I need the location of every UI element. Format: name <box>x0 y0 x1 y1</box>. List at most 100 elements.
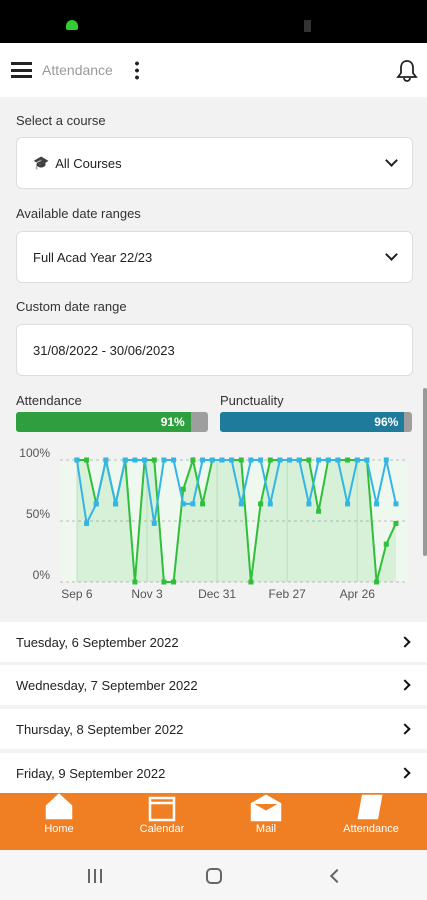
point <box>248 579 254 585</box>
point <box>190 501 196 507</box>
day-label: Tuesday, 6 September 2022 <box>16 634 179 650</box>
point <box>393 501 399 507</box>
point <box>142 457 148 463</box>
point <box>354 457 360 463</box>
day-label: Thursday, 8 September 2022 <box>16 721 184 737</box>
point <box>132 579 138 585</box>
nav-label: Calendar <box>139 823 185 835</box>
filter-value: Full Acad Year 22/23 <box>33 249 153 265</box>
point <box>132 457 138 463</box>
icon-shape <box>45 793 73 820</box>
point <box>93 501 99 507</box>
nav-label: Attendance <box>343 823 399 835</box>
nav-item[interactable]: Home <box>6 778 112 850</box>
filter-value: All Courses <box>55 155 122 171</box>
point <box>200 457 206 463</box>
day-row[interactable]: Friday, 9 September 2022 <box>0 753 427 793</box>
point <box>209 457 215 463</box>
point <box>345 457 351 463</box>
filter-box[interactable]: Full Acad Year 22/23 <box>16 231 413 283</box>
point <box>335 457 341 463</box>
point <box>325 457 331 463</box>
point <box>161 579 167 585</box>
app-title: Attendance <box>42 62 113 78</box>
point <box>393 520 399 526</box>
summary-value: 96% <box>374 415 399 429</box>
nav-icon <box>45 793 73 820</box>
day-row[interactable]: Wednesday, 7 September 2022 <box>0 665 427 705</box>
filter-value: 31/08/2022 - 30/06/2023 <box>33 342 175 358</box>
menu-button[interactable] <box>11 62 32 78</box>
battery <box>304 20 311 32</box>
point <box>374 501 380 507</box>
summary-label: Attendance <box>16 393 82 408</box>
line <box>76 456 397 583</box>
point <box>258 501 264 507</box>
more-button[interactable] <box>135 60 139 80</box>
summary-label: Punctuality <box>220 393 284 408</box>
point <box>161 457 167 463</box>
row-arrow <box>399 636 411 648</box>
point <box>180 501 186 507</box>
point <box>248 457 254 463</box>
nav-item[interactable]: Calendar <box>109 778 215 850</box>
attendance-chart: 0% 50% 100% Sep 6 Nov 3 Dec 31 Feb 27 Apr 26 <box>19 446 408 601</box>
point <box>267 457 273 463</box>
filter-box[interactable]: 🎓 All Courses <box>16 137 413 189</box>
nav-item[interactable]: Attendance <box>318 778 424 850</box>
icon-shape <box>357 794 383 820</box>
point <box>364 457 370 463</box>
x-tick-label: Apr 26 <box>340 587 376 601</box>
point <box>383 457 389 463</box>
point <box>113 501 119 507</box>
point <box>296 457 302 463</box>
recents[interactable] <box>88 869 102 883</box>
day-label: Wednesday, 7 September 2022 <box>16 677 198 693</box>
point <box>74 457 80 463</box>
day-row[interactable]: Thursday, 8 September 2022 <box>0 709 427 749</box>
point <box>122 457 128 463</box>
row-arrow <box>399 723 411 735</box>
x-tick-label: Dec 31 <box>198 587 236 601</box>
point <box>316 457 322 463</box>
point <box>306 501 312 507</box>
point <box>238 457 244 463</box>
icon-shape <box>148 796 176 822</box>
back[interactable] <box>329 868 345 884</box>
filter-box[interactable]: 31/08/2022 - 30/06/2023 <box>16 324 413 376</box>
point <box>219 457 225 463</box>
point <box>229 457 235 463</box>
nav-item[interactable]: Mail <box>213 778 319 850</box>
point <box>306 457 312 463</box>
row-arrow <box>399 679 411 691</box>
y-tick-label: 0% <box>33 568 51 582</box>
point <box>238 501 244 507</box>
point <box>190 457 196 463</box>
summary-fill: 91% <box>16 412 191 432</box>
filter-label: Available date ranges <box>16 206 141 221</box>
filter-label: Custom date range <box>16 299 127 314</box>
x-tick-label: Feb 27 <box>268 587 306 601</box>
nav-label: Mail <box>255 823 277 835</box>
status-bar <box>0 0 427 43</box>
dropdown-chevron <box>385 154 398 167</box>
point <box>287 457 293 463</box>
home-system[interactable] <box>206 868 222 884</box>
point <box>103 457 109 463</box>
summary-fill: 96% <box>220 412 405 432</box>
y-tick-label: 50% <box>26 507 50 521</box>
nav-icon <box>357 794 383 820</box>
point <box>171 457 177 463</box>
nav-icon <box>148 796 176 822</box>
point <box>151 457 157 463</box>
app-bar: Attendance <box>0 43 427 97</box>
point <box>374 579 380 585</box>
filter-label: Select a course <box>16 113 106 128</box>
x-tick-label: Nov 3 <box>131 587 163 601</box>
summary-value: 91% <box>160 415 185 429</box>
nav-icon <box>250 794 282 822</box>
notifications[interactable] <box>396 58 418 82</box>
day-row[interactable]: Tuesday, 6 September 2022 <box>0 622 427 662</box>
system-nav <box>0 850 427 900</box>
